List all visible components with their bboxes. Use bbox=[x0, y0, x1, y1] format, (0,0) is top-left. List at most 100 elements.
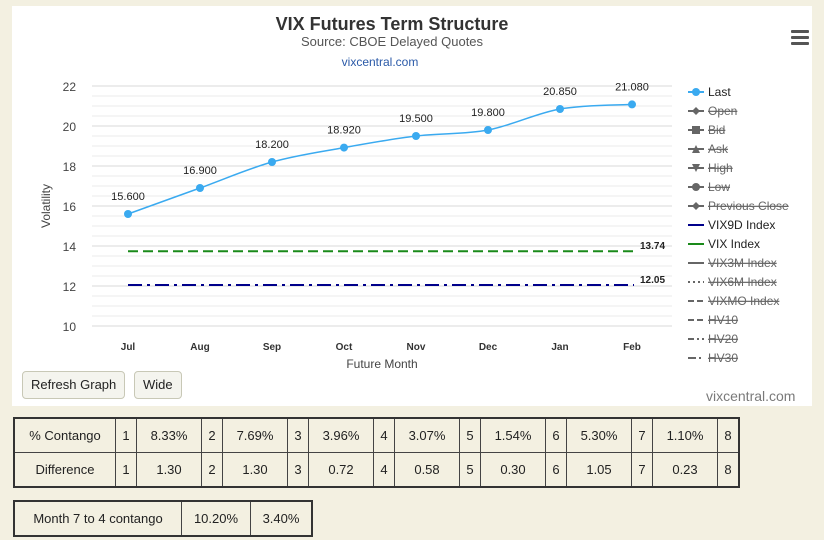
data-label: 16.900 bbox=[183, 165, 217, 177]
table-cell: 3 bbox=[287, 452, 309, 488]
y-tick-label: 22 bbox=[63, 80, 77, 94]
data-point bbox=[196, 184, 204, 192]
x-tick-label: Dec bbox=[479, 342, 498, 353]
legend-item-label[interactable]: HV20 bbox=[708, 332, 738, 346]
vix-index-label: 13.74 bbox=[640, 241, 665, 252]
refresh-graph-button[interactable]: Refresh Graph bbox=[22, 371, 126, 399]
y-tick-label: 18 bbox=[63, 160, 77, 174]
legend-item-label[interactable]: VIX3M Index bbox=[708, 256, 777, 270]
chart-source-link[interactable]: vixcentral.com bbox=[342, 55, 419, 69]
data-label: 21.080 bbox=[615, 81, 649, 93]
legend-item-label[interactable]: HV30 bbox=[708, 351, 738, 365]
legend-marker bbox=[692, 88, 700, 96]
legend-item-label[interactable]: High bbox=[708, 161, 733, 175]
table-cell: 1.10% bbox=[652, 417, 718, 453]
table-cell: 1.54% bbox=[480, 417, 546, 453]
x-tick-label: Sep bbox=[263, 342, 281, 353]
legend-marker bbox=[692, 126, 700, 134]
legend-item-label[interactable]: Previous Close bbox=[708, 199, 789, 213]
data-label: 15.600 bbox=[111, 191, 145, 203]
legend-item-label[interactable]: Low bbox=[708, 180, 730, 194]
table-cell: 4 bbox=[373, 452, 395, 488]
wide-button[interactable]: Wide bbox=[134, 371, 182, 399]
chart-subtitle: Source: CBOE Delayed Quotes bbox=[301, 34, 484, 49]
month-contango-table: Month 7 to 4 contango 10.20% 3.40% bbox=[13, 500, 313, 537]
data-point bbox=[628, 100, 636, 109]
data-label: 18.200 bbox=[255, 139, 289, 151]
legend-item-label[interactable]: VIX6M Index bbox=[708, 275, 777, 289]
data-point bbox=[412, 132, 420, 140]
table-cell: 6 bbox=[545, 452, 567, 488]
chart-panel: VIX Futures Term Structure Source: CBOE … bbox=[12, 6, 812, 406]
y-tick-label: 14 bbox=[63, 240, 77, 254]
legend-item-label[interactable]: Bid bbox=[708, 123, 725, 137]
table-cell: 2 bbox=[201, 417, 223, 453]
data-point bbox=[556, 105, 564, 113]
vix9d-index-label: 12.05 bbox=[640, 275, 665, 286]
x-tick-label: Feb bbox=[623, 342, 641, 353]
x-tick-label: Jul bbox=[121, 342, 136, 353]
last-series-line bbox=[127, 103, 633, 215]
y-tick-label: 20 bbox=[63, 120, 77, 134]
x-tick-label: Nov bbox=[407, 342, 426, 353]
table-cell: 5.30% bbox=[566, 417, 632, 453]
table-cell: 1.05 bbox=[566, 452, 632, 488]
legend-item-label[interactable]: HV10 bbox=[708, 313, 738, 327]
data-point bbox=[484, 126, 492, 134]
contango-table: % Contango 1 8.33% 2 7.69% 3 3.96% 4 3.0… bbox=[13, 417, 740, 488]
table-cell: 1 bbox=[115, 417, 137, 453]
table-cell: 8.33% bbox=[136, 417, 202, 453]
table-cell: 0.30 bbox=[480, 452, 546, 488]
x-tick-label: Oct bbox=[336, 342, 353, 353]
table-cell: 0.23 bbox=[652, 452, 718, 488]
table-cell: 1 bbox=[115, 452, 137, 488]
table-cell: 3.96% bbox=[308, 417, 374, 453]
data-label: 19.800 bbox=[471, 107, 505, 119]
row-label: % Contango bbox=[13, 417, 116, 453]
term-structure-chart: VIX Futures Term Structure Source: CBOE … bbox=[39, 14, 789, 371]
data-point bbox=[124, 210, 132, 218]
table-cell: 1.30 bbox=[136, 452, 202, 488]
table-cell: 3.40% bbox=[250, 500, 313, 537]
table-cell: 2 bbox=[201, 452, 223, 488]
legend-item-label[interactable]: Open bbox=[708, 104, 737, 118]
y-tick-label: 12 bbox=[63, 280, 77, 294]
table-row: Month 7 to 4 contango 10.20% 3.40% bbox=[13, 500, 313, 537]
index-lines: 13.74 12.05 bbox=[128, 241, 665, 286]
data-point bbox=[268, 158, 276, 166]
legend-item-label[interactable]: VIXMO Index bbox=[708, 294, 779, 308]
row-label: Difference bbox=[13, 452, 116, 488]
legend-marker bbox=[692, 164, 700, 172]
y-tick-label: 16 bbox=[63, 200, 77, 214]
table-cell: 8 bbox=[717, 417, 740, 453]
credit-text: vixcentral.com bbox=[706, 388, 796, 404]
table-cell: 7 bbox=[631, 417, 653, 453]
y-axis: 10 12 14 16 18 20 22 bbox=[63, 80, 77, 334]
legend-marker bbox=[692, 107, 700, 115]
data-point bbox=[340, 143, 348, 152]
legend: Last Open Bid Ask High Low Previous Close VIX9D… bbox=[688, 85, 789, 365]
data-label: 19.500 bbox=[399, 113, 433, 125]
y-axis-label: Volatility bbox=[39, 184, 53, 228]
x-axis: Jul Aug Sep Oct Nov Dec Jan Feb bbox=[121, 342, 641, 353]
data-label: 18.920 bbox=[327, 125, 361, 137]
table-cell: 4 bbox=[373, 417, 395, 453]
chart-title: VIX Futures Term Structure bbox=[276, 14, 509, 34]
table-row: Difference 1 1.30 2 1.30 3 0.72 4 0.58 5… bbox=[13, 452, 740, 488]
chart-menu-icon[interactable] bbox=[791, 30, 809, 46]
data-label: 20.850 bbox=[543, 86, 577, 98]
table-cell: 7 bbox=[631, 452, 653, 488]
legend-item-label[interactable]: VIX9D Index bbox=[708, 218, 775, 232]
table-row: % Contango 1 8.33% 2 7.69% 3 3.96% 4 3.0… bbox=[13, 417, 740, 453]
table-cell: 3.07% bbox=[394, 417, 460, 453]
legend-item-label[interactable]: Ask bbox=[708, 142, 729, 156]
row-label: Month 7 to 4 contango bbox=[13, 500, 182, 537]
table-cell: 6 bbox=[545, 417, 567, 453]
table-cell: 0.58 bbox=[394, 452, 460, 488]
plot-grid bbox=[92, 85, 672, 327]
y-tick-label: 10 bbox=[63, 320, 77, 334]
legend-marker bbox=[692, 145, 700, 153]
legend-item-label[interactable]: Last bbox=[708, 85, 731, 99]
table-cell: 5 bbox=[459, 452, 481, 488]
legend-item-label[interactable]: VIX Index bbox=[708, 237, 760, 251]
